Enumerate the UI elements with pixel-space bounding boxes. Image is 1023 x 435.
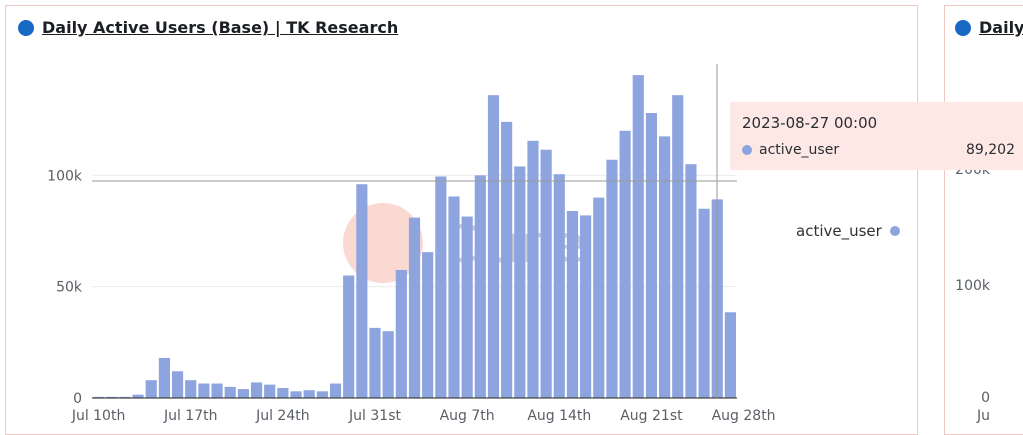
tooltip-series-row: active_user [742, 142, 839, 158]
chart-title[interactable]: Daily Active Users (Base) | TK Research [42, 18, 399, 37]
bar[interactable] [356, 184, 368, 398]
bar[interactable] [185, 380, 197, 398]
legend-marker-icon [889, 226, 900, 236]
bar[interactable] [408, 217, 421, 398]
bar[interactable] [540, 149, 552, 398]
tooltip-date: 2023-08-27 00:00 [742, 114, 878, 132]
tooltip: 2023-08-27 00:00 active_user 89,202 [730, 102, 1023, 170]
bar[interactable] [303, 390, 315, 398]
bar[interactable] [435, 176, 447, 398]
bar[interactable] [698, 208, 710, 398]
bar[interactable] [250, 382, 263, 398]
bar[interactable] [724, 312, 736, 398]
bar[interactable] [422, 252, 434, 398]
legend-item[interactable]: active_user [796, 222, 900, 240]
legend-label: active_user [796, 222, 882, 240]
x-tick-label: Aug 21st [620, 408, 683, 424]
bar[interactable] [106, 396, 118, 398]
x-tick-label: Aug 14th [527, 408, 591, 424]
second-chart-panel: Daily I 200k 100k 0 Ju [944, 5, 1023, 435]
bar[interactable] [593, 197, 605, 398]
chart-title-link[interactable]: Daily Active Users (Base) | TK Research [18, 18, 398, 37]
query-status-icon [955, 19, 971, 36]
bar[interactable] [264, 384, 276, 398]
bar[interactable] [580, 215, 592, 398]
tooltip-value: 89,202 [966, 142, 1015, 158]
bar[interactable] [448, 196, 460, 398]
bar[interactable] [158, 357, 170, 398]
bar[interactable] [395, 269, 407, 398]
bar[interactable] [290, 391, 302, 398]
bar[interactable] [645, 112, 658, 399]
bar[interactable] [382, 331, 394, 398]
bar[interactable] [606, 159, 618, 398]
bar[interactable] [672, 95, 684, 399]
second-y-tick: 0 [981, 390, 990, 406]
bar[interactable] [514, 166, 526, 398]
bar[interactable] [566, 210, 579, 398]
bar[interactable] [553, 174, 565, 398]
y-tick-label: 0 [73, 391, 82, 407]
chart-panel: Daily Active Users (Base) | TK Research [5, 5, 918, 435]
tooltip-marker-icon [742, 145, 752, 155]
bar[interactable] [474, 175, 486, 398]
bar[interactable] [119, 396, 131, 398]
bar[interactable] [501, 121, 513, 398]
bar[interactable] [171, 371, 184, 398]
y-tick-label: 50k [56, 280, 83, 296]
bar[interactable] [93, 396, 105, 398]
x-tick-label: Jul 31st [348, 408, 401, 424]
bar[interactable] [237, 389, 249, 398]
tooltip-series-name: active_user [759, 142, 840, 158]
x-tick-label: Aug 28th [712, 408, 776, 424]
bar[interactable] [632, 75, 644, 398]
x-tick-label: Jul 10th [71, 408, 126, 424]
bar[interactable] [659, 136, 671, 398]
bar[interactable] [343, 275, 355, 398]
bar[interactable] [369, 327, 381, 398]
bar[interactable] [145, 380, 157, 398]
bar[interactable] [277, 387, 289, 398]
bar[interactable] [619, 130, 631, 399]
bar[interactable] [329, 383, 342, 398]
bar[interactable] [316, 391, 328, 398]
query-status-icon [18, 19, 34, 36]
bar[interactable] [527, 140, 539, 398]
bar[interactable] [211, 383, 223, 398]
x-tick-label: Jul 17th [163, 408, 218, 424]
bar[interactable] [198, 383, 210, 398]
bar[interactable] [132, 394, 144, 398]
second-y-tick: 100k [955, 278, 990, 294]
x-tick-label: Aug 7th [440, 408, 495, 424]
bar[interactable] [685, 164, 697, 398]
second-chart-title-link[interactable]: Daily I [955, 18, 1023, 37]
y-tick-label: 100k [47, 168, 83, 184]
x-tick-label: Jul 24th [255, 408, 310, 424]
second-chart-title[interactable]: Daily I [979, 18, 1023, 37]
bar[interactable] [224, 386, 236, 398]
second-x-tick: Ju [976, 408, 990, 424]
bar[interactable] [487, 95, 500, 399]
bar[interactable] [461, 216, 473, 398]
